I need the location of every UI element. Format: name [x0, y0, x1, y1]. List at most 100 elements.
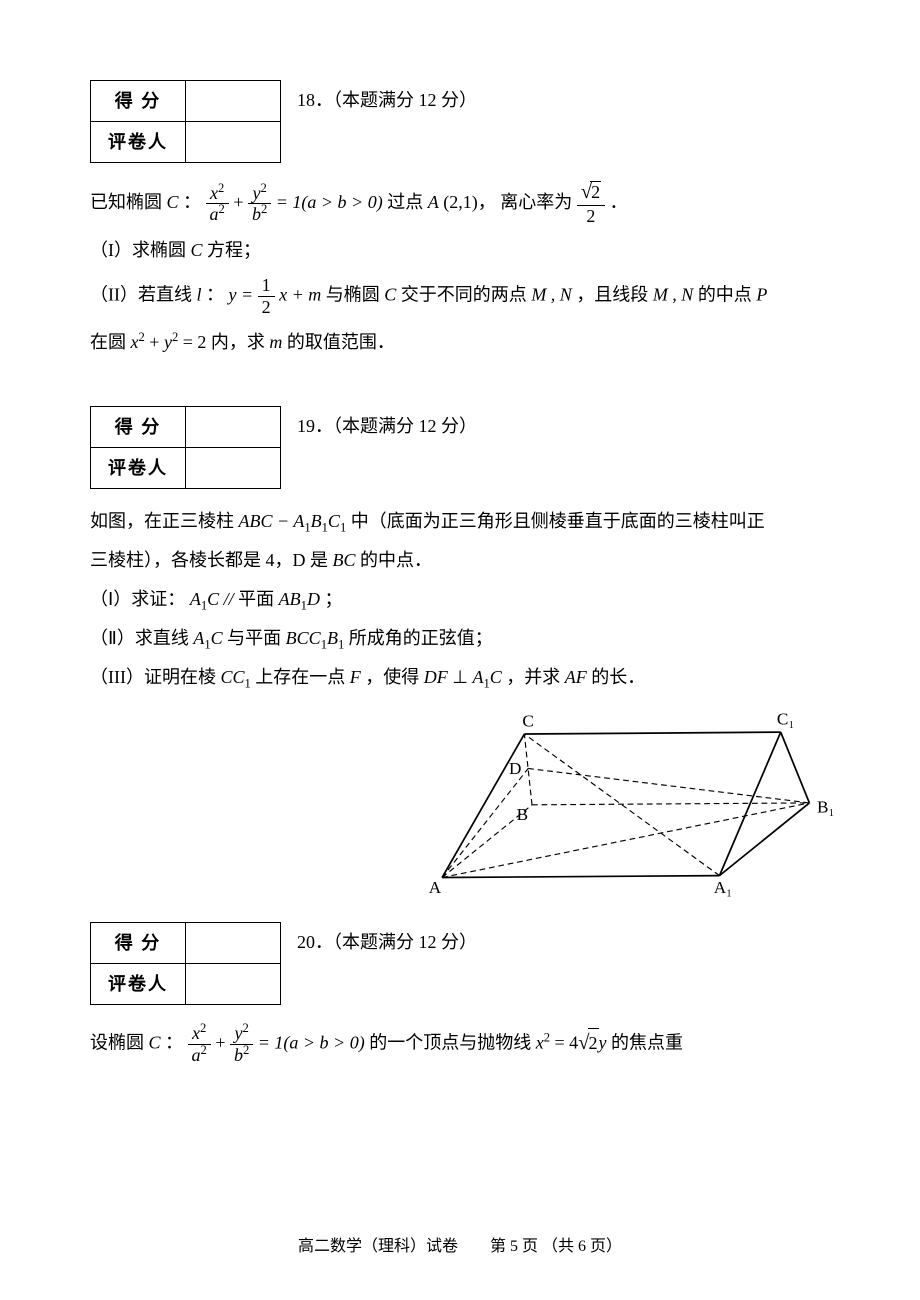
q19-stem-line1: 如图，在正三棱柱 ABC − A1B1C1 中（底面为正三角形且侧棱垂直于底面的…: [90, 507, 830, 536]
CC1: CC: [220, 667, 244, 687]
frac-x2a2-20: x2 a2: [188, 1023, 211, 1065]
ecc-text: 离心率为: [500, 192, 572, 212]
q19-s2-tail: 的中点．: [360, 550, 432, 570]
prism-minus: −: [273, 511, 294, 531]
parab-sqrt: √2: [578, 1027, 598, 1060]
spacer-1: [90, 366, 830, 406]
score-table-19: 得 分 评卷人: [90, 406, 281, 489]
q18-p2-prefix: （II）若直线: [90, 285, 192, 305]
grader-label: 评卷人: [91, 122, 186, 163]
p2-mid3: ，且线段: [576, 285, 648, 305]
score-label-20: 得 分: [91, 923, 186, 964]
frac-y2b2: y2 b2: [248, 183, 271, 225]
q20-mid: 的一个顶点与抛物线: [369, 1033, 531, 1053]
BCC1B1-BCC: BCC: [286, 628, 321, 648]
q18-header: 得 分 评卷人 18．（本题满分 12 分）: [90, 80, 830, 163]
q19-p2-prefix: （Ⅱ）求直线: [90, 628, 189, 648]
score-table-18: 得 分 评卷人: [90, 80, 281, 163]
through-point: 过点: [387, 192, 423, 212]
q18-part1: （I）求椭圆 C 方程；: [90, 236, 830, 265]
grader-label-20: 评卷人: [91, 964, 186, 1005]
A1C-A: A: [190, 589, 201, 609]
grader-blank: [186, 122, 281, 163]
svg-text:B: B: [517, 806, 528, 825]
ecc-num: 2: [590, 181, 601, 203]
num-x-20: x: [192, 1023, 200, 1043]
num-x: x: [210, 183, 218, 203]
footer-current: 5: [510, 1238, 518, 1255]
den-b: b: [252, 204, 261, 224]
frac-y2b2-20: y2 b2: [230, 1023, 253, 1065]
p2-mid1: 与椭圆: [326, 285, 380, 305]
q20-tail: 的焦点重: [611, 1033, 683, 1053]
q18-part2-line1: （II）若直线 l ： y = 1 2 x + m 与椭圆 C 交于不同的两点 …: [90, 275, 830, 317]
score-label: 得 分: [91, 81, 186, 122]
AB1D-D: D: [307, 589, 320, 609]
frac-x2a2: x2 a2: [206, 183, 229, 225]
q19-p3-mid1: 上存在一点: [255, 667, 345, 687]
svg-text:A: A: [429, 878, 442, 897]
P-label: P: [756, 285, 767, 305]
slope-frac: 1 2: [258, 275, 275, 317]
q18-p1-prefix: （I）求椭圆: [90, 240, 186, 260]
parab-eq: = 4: [555, 1033, 579, 1053]
q19-s1-prefix: 如图，在正三棱柱: [90, 511, 234, 531]
DF: DF: [424, 667, 448, 687]
line-eq-pre: y =: [229, 285, 254, 305]
q18-part2-line2: 在圆 x2 + y2 = 2 内，求 m 的取值范围．: [90, 328, 830, 357]
q18-p1-C: C: [191, 240, 203, 260]
q19-p1-prefix: （Ⅰ）求证：: [90, 589, 185, 609]
svg-text:C₁: C₁: [777, 710, 794, 729]
q19-title: 19．（本题满分 12 分）: [297, 406, 477, 441]
score-label-19: 得 分: [91, 407, 186, 448]
A1C-A-3: A: [472, 667, 483, 687]
footer-total: 6: [578, 1238, 586, 1255]
q18-p2-C: C: [384, 285, 396, 305]
q18-C: C: [167, 192, 179, 212]
svg-text:D: D: [509, 760, 521, 779]
slope-den: 2: [258, 297, 275, 318]
BCC1B1-B: B: [327, 628, 338, 648]
q19-p3-tail: 的长．: [591, 667, 645, 687]
F-label: F: [350, 667, 361, 687]
q20-title: 20．（本题满分 12 分）: [297, 922, 477, 957]
p2l2-suffix: 内，求: [211, 332, 265, 352]
page-root: 得 分 评卷人 18．（本题满分 12 分） 已知椭圆 C ： x2 a2 + …: [0, 0, 920, 1300]
m-label: m: [269, 332, 282, 352]
q19-p3-prefix: （III）证明在棱: [90, 667, 216, 687]
A1C-C: C: [207, 589, 219, 609]
BC: BC: [333, 550, 356, 570]
p2l2-prefix: 在圆: [90, 332, 126, 352]
AF: AF: [565, 667, 587, 687]
circle-rhs: = 2: [183, 332, 207, 352]
prism-svg: ABCDA₁B₁C₁: [400, 701, 840, 901]
circle-x: x: [131, 332, 139, 352]
p2-mid2: 交于不同的两点: [401, 285, 527, 305]
q19-p1-semi: ；: [324, 589, 342, 609]
plane-text-1: 平面: [238, 589, 274, 609]
q19-s2: 三棱柱），各棱长都是 4，D 是: [90, 550, 328, 570]
q20-prefix: 设椭圆: [90, 1033, 144, 1053]
q19-p3-mid2: ，使得: [365, 667, 419, 687]
q19-p2-mid: 与平面: [227, 628, 281, 648]
q19-stem-line2: 三棱柱），各棱长都是 4，D 是 BC 的中点．: [90, 546, 830, 575]
parab-y: y: [599, 1033, 607, 1053]
l-label: l: [197, 285, 202, 305]
p2l2-tail: 的取值范围．: [287, 332, 395, 352]
ecc-den: 2: [577, 206, 605, 227]
circle-plus: +: [149, 332, 159, 352]
AB1D-AB: AB: [279, 589, 301, 609]
A1C-A-2: A: [193, 628, 204, 648]
page-footer: 高二数学（理科）试卷 第 5 页 （共 6 页）: [0, 1234, 920, 1260]
line-eq-suf: x + m: [279, 285, 321, 305]
score-blank-19: [186, 407, 281, 448]
footer-prefix: 高二数学（理科）试卷 第: [298, 1238, 510, 1255]
A-label: A: [428, 192, 439, 212]
svg-text:C: C: [522, 712, 533, 731]
grader-blank-19: [186, 448, 281, 489]
q19-p2-tail: 所成角的正弦值；: [349, 628, 493, 648]
q19-part2: （Ⅱ）求直线 A1C 与平面 BCC1B1 所成角的正弦值；: [90, 624, 830, 653]
A-coords: (2,1): [443, 192, 478, 212]
den-a: a: [210, 204, 219, 224]
prism-A: ABC: [239, 511, 273, 531]
